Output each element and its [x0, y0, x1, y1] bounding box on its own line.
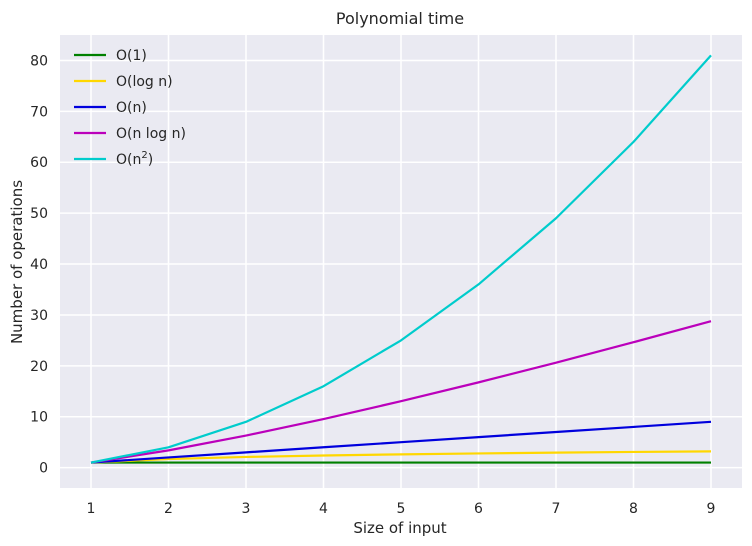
x-axis-label: Size of input: [353, 519, 446, 537]
gridlines: [60, 35, 742, 488]
legend-label: O(n log n): [116, 126, 186, 142]
x-tick-label: 8: [629, 501, 638, 517]
x-tick-label: 1: [87, 501, 96, 517]
series-line-2: [90, 450, 712, 464]
y-tick-label: 0: [39, 461, 48, 477]
legend-label-text: O(log n): [116, 74, 173, 90]
legend-label-text-end: ): [148, 152, 153, 168]
legend-label-text: O(n: [116, 152, 141, 168]
series-line-4: [90, 320, 712, 464]
legend-label-text: O(n log n): [116, 126, 186, 142]
legend-label: O(n2): [116, 150, 153, 168]
legend-label: O(log n): [116, 74, 173, 90]
x-tick-label: 7: [552, 501, 561, 517]
y-tick-label: 80: [30, 53, 48, 69]
y-tick-label: 20: [30, 359, 48, 375]
y-tick-labels: 0 10 20 30 40 50 60 70 80: [30, 53, 48, 476]
y-axis-label: Number of operations: [8, 180, 26, 344]
legend-label-text: O(1): [116, 48, 147, 64]
legend: O(1) O(log n) O(n) O(n log n) O(n2): [74, 48, 186, 168]
series-line-5: [90, 54, 712, 464]
y-tick-label: 40: [30, 257, 48, 273]
y-tick-label: 50: [30, 206, 48, 222]
x-tick-label: 9: [707, 501, 716, 517]
y-tick-label: 10: [30, 410, 48, 426]
y-tick-label: 30: [30, 308, 48, 324]
x-tick-label: 6: [474, 501, 483, 517]
x-tick-label: 3: [242, 501, 251, 517]
x-tick-label: 4: [319, 501, 328, 517]
legend-label: O(n): [116, 100, 147, 116]
x-tick-labels: 1 2 3 4 5 6 7 8 9: [87, 501, 716, 517]
legend-label-text: O(n): [116, 100, 147, 116]
y-tick-label: 70: [30, 104, 48, 120]
y-tick-label: 60: [30, 155, 48, 171]
legend-label: O(1): [116, 48, 147, 64]
series-lines: [90, 54, 712, 464]
x-tick-label: 5: [397, 501, 406, 517]
x-tick-label: 2: [164, 501, 173, 517]
chart-title: Polynomial time: [336, 9, 464, 28]
series-line-3: [90, 420, 712, 464]
legend-label-superscript: 2: [141, 150, 147, 161]
